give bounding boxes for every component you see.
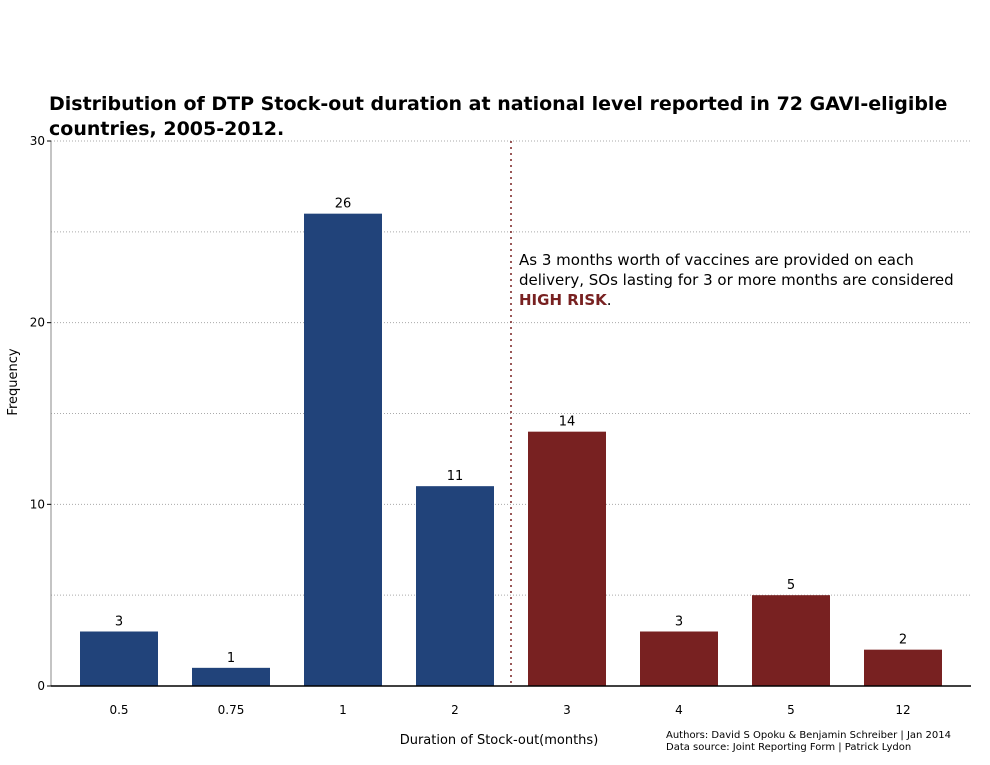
annotation-line-1: As 3 months worth of vaccines are provid… <box>519 251 914 269</box>
x-tick-label: 0.5 <box>109 703 128 717</box>
bar <box>752 595 830 686</box>
x-tick-label: 2 <box>451 703 459 717</box>
bar-value-label: 1 <box>227 651 235 666</box>
x-axis-ticks: 0.5 0.75 1 2 3 4 5 12 <box>109 703 910 717</box>
y-tick-label: 20 <box>30 316 45 330</box>
chart-title: Distribution of DTP Stock-out duration a… <box>49 93 948 140</box>
annotation-line-2: delivery, SOs lasting for 3 or more mont… <box>519 271 954 289</box>
x-tick-label: 3 <box>563 703 571 717</box>
y-axis-label: Frequency <box>6 348 21 415</box>
annotation-line-3: HIGH RISK. <box>519 291 612 309</box>
gridlines <box>51 140 971 596</box>
annotation-suffix: . <box>607 291 612 309</box>
y-tick-label: 10 <box>30 497 45 511</box>
bar-value-label: 2 <box>899 633 907 648</box>
x-axis-label: Duration of Stock-out(months) <box>400 733 599 748</box>
bar-value-label: 3 <box>115 615 123 630</box>
bar <box>192 667 270 686</box>
bar <box>528 431 606 686</box>
bar <box>864 649 942 686</box>
bar <box>640 631 718 686</box>
bar-value-label: 14 <box>559 415 576 430</box>
bar <box>304 213 382 686</box>
authors-credit: Authors: David S Opoku & Benjamin Schrei… <box>666 730 951 741</box>
y-tick-label: 30 <box>30 134 45 148</box>
credits: Authors: David S Opoku & Benjamin Schrei… <box>666 730 951 754</box>
x-tick-label: 4 <box>675 703 683 717</box>
bar-value-label: 26 <box>335 197 352 212</box>
x-tick-label: 1 <box>339 703 347 717</box>
x-tick-label: 5 <box>787 703 795 717</box>
x-tick-label: 0.75 <box>218 703 245 717</box>
bar-value-label: 11 <box>447 469 464 484</box>
high-risk-highlight: HIGH RISK <box>519 291 608 309</box>
bars <box>80 213 942 686</box>
y-tick-label: 0 <box>37 679 45 693</box>
data-source-credit: Data source: Joint Reporting Form | Patr… <box>666 742 912 753</box>
bar-value-label: 5 <box>787 578 795 593</box>
bar <box>80 631 158 686</box>
data-labels: 3 1 26 11 14 3 5 2 <box>115 197 907 666</box>
bar-value-label: 3 <box>675 615 683 630</box>
bar <box>416 486 494 686</box>
x-tick-label: 12 <box>895 703 910 717</box>
y-axis-ticks: 0 10 20 30 <box>30 134 51 693</box>
